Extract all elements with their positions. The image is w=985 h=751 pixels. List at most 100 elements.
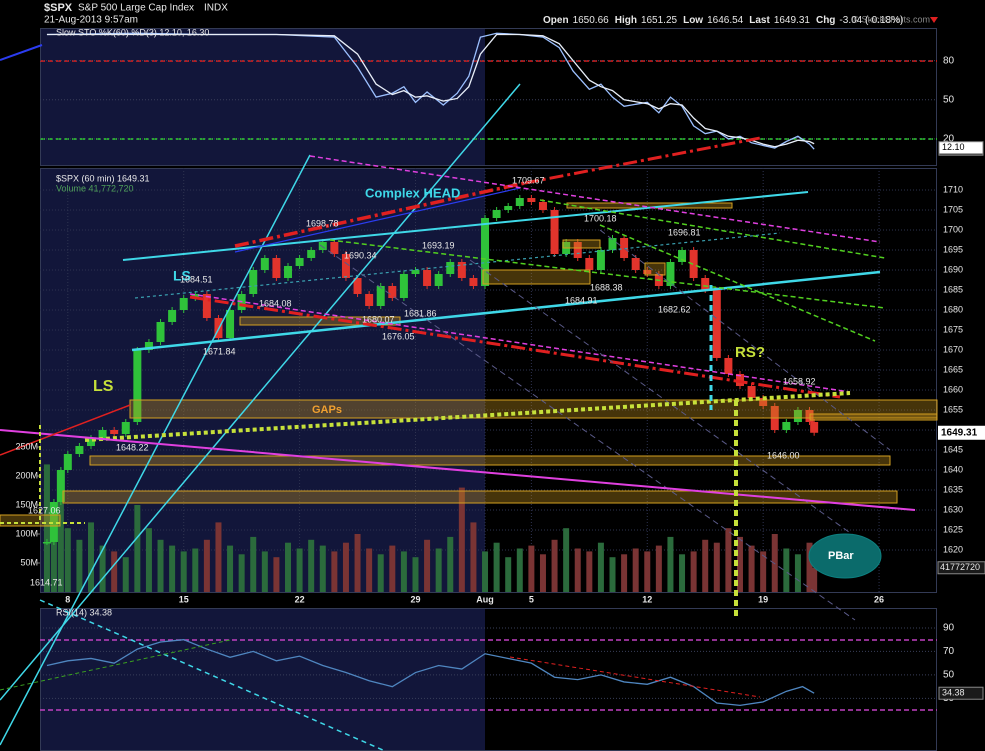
volume-bar [702,539,709,592]
y-tick-label: 1655 [943,404,963,414]
candle [515,198,524,206]
candle [469,278,478,286]
volume-bar [400,551,407,592]
volume-bar [644,551,651,592]
candle [608,238,617,250]
volume-bar [111,551,118,592]
label-layer: 20 50 80 Slow STO %K(60) %D(3) 12.10, 16.30… [15,27,985,704]
candle [643,270,652,274]
candle [492,210,501,218]
price-label: 1658.92 [783,376,816,386]
volume-bar [679,554,686,592]
volume-bar [342,542,349,592]
price-label: 1684.08 [259,298,292,308]
price-label: 1682.62 [658,304,691,314]
y-tick-label: 1620 [943,544,963,554]
y-tick-label: 1635 [943,484,963,494]
y-tick-label: 1675 [943,324,963,334]
candle [249,270,258,294]
y2-tick-label: 250M [15,441,38,451]
candle [793,410,802,422]
volume-bar [528,545,535,592]
volume-bar [783,548,790,592]
price-label: 1681.86 [404,308,437,318]
candle [42,542,51,544]
volume-bar [736,536,743,592]
price-label: 1688.38 [590,282,623,292]
indicator-line [46,33,815,148]
volume-bar [713,542,720,592]
volume-bar [435,548,442,592]
last-value-box [938,425,985,440]
header-name: S&P 500 Large Cap Index [78,3,194,14]
y2-tick-label: 200M [15,470,38,480]
volume-bar [563,528,570,592]
annotation: PBar [828,550,854,562]
y-tick-label: 1705 [943,204,963,214]
volume-bar [667,536,674,592]
volume-bar [482,551,489,592]
last-volume-label: 41772720 [940,562,980,572]
price-label: 1671.84 [203,346,236,356]
annotation: Complex HEAD [365,185,460,200]
quote-label: Last [749,15,770,26]
volume-bar [690,551,697,592]
y-tick-label: 1700 [943,224,963,234]
volume-bar [794,554,801,592]
x-tick-label: 15 [179,594,189,604]
y-tick-label: 1670 [943,344,963,354]
price-label: 1693.19 [422,240,455,250]
price-label: 1648.22 [116,442,149,452]
candle [782,422,791,430]
y-tick-label: 1685 [943,284,963,294]
candle [678,250,687,262]
candle [411,270,420,274]
price-label: 1684.91 [565,295,598,305]
volume-bar [516,548,523,592]
last-value-label: 12.10 [942,142,965,152]
candle [399,274,408,298]
volume-bar [366,548,373,592]
price-label: 1684.51 [180,274,213,284]
candle [110,430,119,434]
quote-label: High [615,15,637,26]
quote-value: 1650.66 [573,15,610,26]
x-tick-label: 26 [874,594,884,604]
candle [666,262,675,286]
price-label: 1646.00 [767,450,800,460]
candle [272,258,281,278]
quote-label: Open [543,15,569,26]
price-label: 1700.18 [584,213,617,223]
volume-bar [551,539,558,592]
candle [260,258,269,270]
volume-bar [122,557,129,592]
candle [353,278,362,294]
x-tick-label: 22 [295,594,305,604]
header-symbol: $SPX [44,2,73,14]
quote-value: 1646.54 [707,15,744,26]
volume-bar [157,539,164,592]
candle [504,206,513,210]
volume-bar [227,545,234,592]
volume-bar [458,487,465,592]
candle [98,430,107,438]
candle [295,258,304,266]
volume-bar [806,542,813,592]
last-value-box [938,686,984,700]
down-arrow [930,17,938,23]
candle [284,266,293,278]
candle [701,278,710,290]
volume-bar [76,539,83,592]
volume-bar [215,522,222,592]
y-tick-label: 80 [943,55,955,66]
candle [56,470,65,502]
volume-bar [811,567,818,592]
volume-bar [169,545,176,592]
candle [168,310,177,322]
candle [144,342,153,350]
candle [712,290,721,358]
candle [423,270,432,286]
month-shade [40,608,485,751]
candle [226,310,235,338]
